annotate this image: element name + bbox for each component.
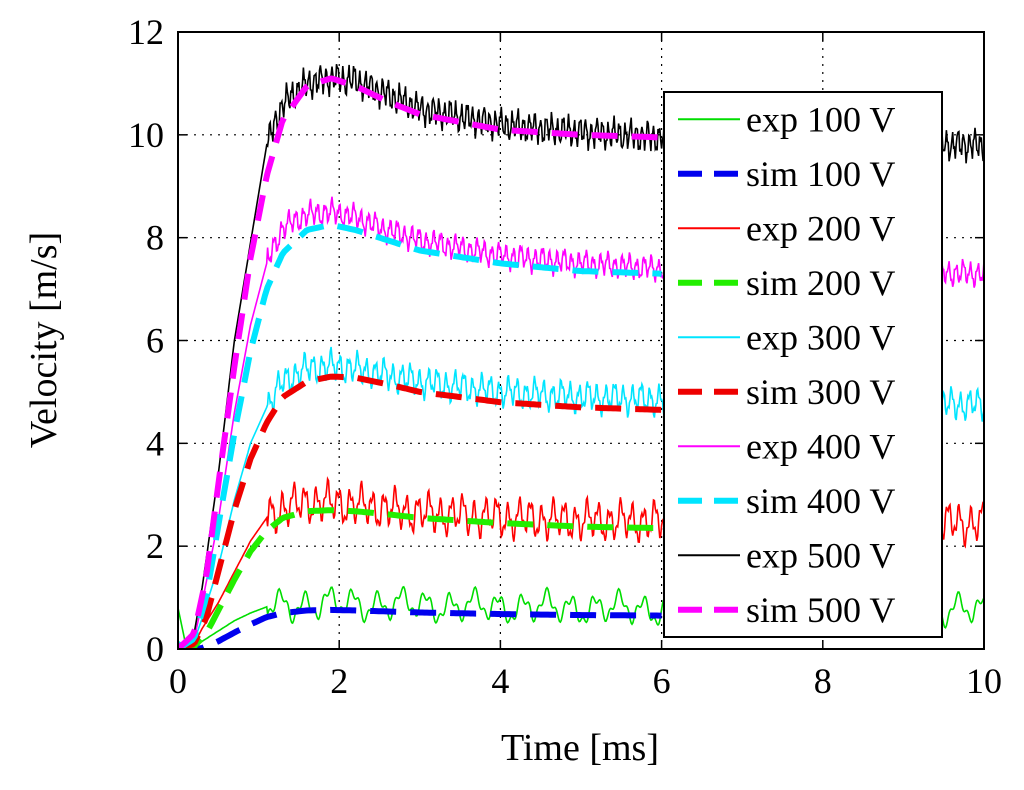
series-line-sim-400-v [178,221,662,649]
legend-box [663,91,943,638]
x-tick-label: 10 [966,661,1002,701]
legend-label: sim 500 V [746,590,895,630]
y-tick-label: 8 [146,218,164,258]
legend-label: sim 200 V [746,263,895,303]
legend-label: exp 500 V [746,535,895,575]
legend-label: exp 200 V [746,208,895,248]
axis-ticks: 0 2 4 6 8 10 0 2 4 6 8 10 12 [128,12,1002,701]
legend-label: sim 300 V [746,372,895,412]
x-tick-label: 8 [814,661,832,701]
series-group [178,64,984,649]
x-tick-label: 2 [330,661,348,701]
x-tick-label: 6 [653,661,671,701]
x-axis-label: Time [ms] [501,727,659,769]
legend-label: exp 300 V [746,317,895,357]
y-tick-label: 4 [146,423,164,463]
y-tick-label: 0 [146,629,164,669]
series-line-sim-200-v [178,507,662,649]
legend-label: exp 400 V [746,426,895,466]
y-tick-label: 2 [146,526,164,566]
series-line-sim-100-v [178,606,662,649]
series-line-sim-300-v [178,373,662,649]
y-tick-label: 6 [146,321,164,361]
y-axis-label: Velocity [m/s] [23,232,65,448]
x-tick-label: 4 [491,661,509,701]
legend-label: sim 100 V [746,154,895,194]
series-line-sim-500-v [178,75,662,649]
legend: exp 100 V sim 100 V exp 200 V sim 200 V exp … [663,91,943,638]
y-tick-label: 12 [128,12,164,52]
x-tick-label: 0 [169,661,187,701]
y-tick-label: 10 [128,115,164,155]
legend-label: exp 100 V [746,99,895,139]
legend-label: sim 400 V [746,481,895,521]
